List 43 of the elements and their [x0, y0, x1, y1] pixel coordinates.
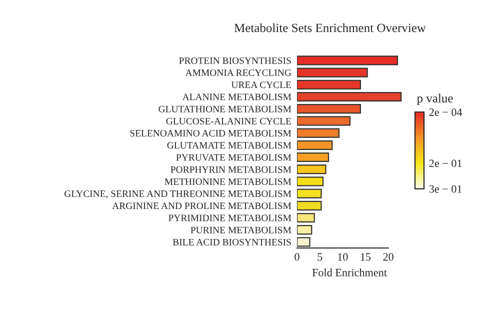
y-tick-label: UREA CYCLE	[231, 82, 291, 88]
bar	[297, 212, 315, 223]
y-tick-label: GLUCOSE-ALANINE CYCLE	[166, 118, 291, 124]
bar	[297, 128, 340, 138]
bar	[297, 152, 330, 162]
x-tick-label: 20	[383, 253, 394, 261]
y-tick-label: PYRIMIDINE METABOLISM	[168, 214, 292, 222]
bar	[297, 80, 362, 90]
bar	[297, 56, 398, 66]
y-tick-label: GLYCINE, SERINE AND THREONINE METABOLISM	[64, 190, 292, 198]
bar	[297, 116, 351, 126]
bar	[297, 176, 324, 186]
x-tick-label: 15	[360, 253, 371, 261]
y-tick-label: AMMONIA RECYCLING	[185, 69, 292, 76]
bar	[297, 164, 326, 174]
y-tick-label: METHIONINE METABOLISM	[164, 178, 292, 185]
x-tick-label: 5	[318, 253, 322, 261]
y-tick-label: ARGININE AND PROLINE METABOLISM	[112, 202, 292, 210]
color-bar-label: 2e − 01	[429, 160, 462, 168]
y-tick-label: PROTEIN BIOSYNTHESIS	[179, 57, 291, 64]
bar	[297, 140, 333, 150]
y-tick-label: PORPHYRIN METABOLISM	[170, 166, 292, 173]
y-tick-label: PURINE METABOLISM	[190, 226, 292, 234]
bar	[297, 68, 368, 78]
y-tick-label: GLUTAMATE METABOLISM	[167, 142, 292, 149]
bar	[297, 92, 402, 102]
bar	[297, 225, 312, 235]
x-tick-label: 0	[294, 253, 300, 261]
y-tick-label: BILE ACID BIOSYNTHESIS	[172, 238, 291, 246]
chart-title: Metabolite Sets Enrichment Overview	[234, 23, 426, 32]
bar	[297, 188, 322, 198]
y-tick-label: ALANINE METABOLISM	[182, 94, 292, 100]
color-bar-title: p value	[416, 94, 453, 106]
bar	[297, 104, 362, 114]
y-tick-label: PYRUVATE METABOLISM	[176, 154, 292, 161]
color-bar-label: 2e − 04	[429, 108, 462, 116]
x-axis-title: Fold Enrichment	[312, 268, 387, 276]
y-tick-label: SELENOAMINO ACID METABOLISM	[130, 130, 292, 137]
bar	[297, 237, 310, 247]
x-tick-label: 10	[338, 253, 348, 261]
bar	[297, 200, 322, 210]
color-bar-label: 3e − 01	[429, 185, 462, 193]
y-tick-label: GLUTATHIONE METABOLISM	[158, 106, 292, 112]
